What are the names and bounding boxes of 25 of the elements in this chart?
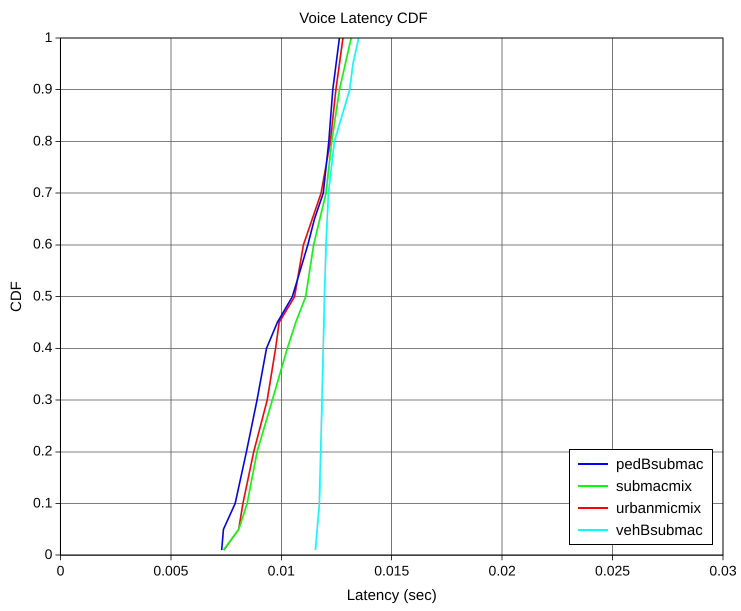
legend-label: submacmix	[616, 478, 692, 495]
y-tick-label: 0.6	[32, 236, 53, 252]
y-axis-title: CDF	[8, 281, 26, 312]
x-axis-title: Latency (sec)	[346, 587, 437, 604]
y-tick-label: 0.2	[32, 442, 53, 459]
y-tick-label: 0.8	[32, 132, 53, 148]
chart-title: Voice Latency CDF	[299, 10, 428, 28]
x-tick-label: 0.01	[268, 562, 296, 578]
y-tick-label: 1	[44, 28, 53, 45]
legend-label: vehBsubmac	[616, 522, 703, 539]
x-tick-label: 0.02	[488, 562, 516, 578]
x-tick-label: 0.025	[595, 562, 630, 578]
x-tick-label: 0.015	[374, 562, 410, 578]
x-tick-label: 0.03	[709, 562, 737, 578]
x-tick-label: 0	[56, 562, 65, 578]
x-tick-label: 0.005	[153, 562, 189, 578]
y-tick-label: 0.9	[32, 80, 53, 97]
legend-label: pedBsubmac	[616, 456, 704, 473]
y-tick-label: 0.3	[32, 390, 53, 407]
y-tick-label: 0.4	[32, 339, 53, 356]
y-tick-label: 0	[44, 546, 53, 562]
legend-label: urbanmicmix	[616, 500, 702, 517]
y-tick-label: 0.1	[32, 494, 53, 510]
y-tick-label: 0.7	[32, 184, 53, 200]
y-tick-label: 0.5	[32, 287, 53, 304]
